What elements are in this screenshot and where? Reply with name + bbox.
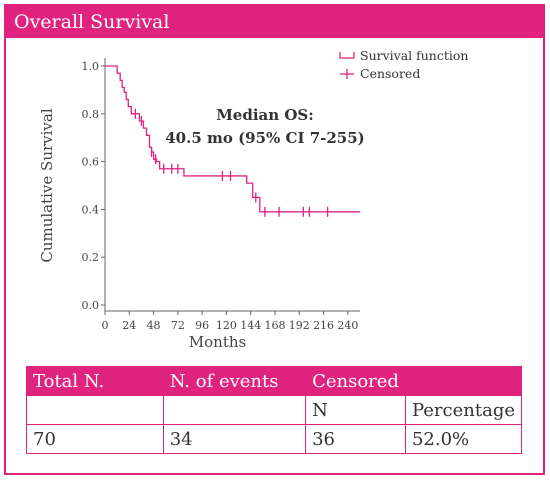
subheader-events xyxy=(162,395,307,425)
y-tick-label: 1.0 xyxy=(82,60,100,73)
y-tick-label: 0.2 xyxy=(82,251,100,264)
legend-survival-label: Survival function xyxy=(360,48,468,63)
x-tick-label: 168 xyxy=(265,319,286,332)
median-os-label: Median OS: xyxy=(216,106,314,124)
x-tick-label: 0 xyxy=(102,319,109,332)
y-tick-label: 0.0 xyxy=(82,299,100,312)
x-tick-label: 240 xyxy=(337,319,358,332)
table-subheader-row: N Percentage xyxy=(26,395,523,425)
summary-table: Total N. N. of events Censored N Percent… xyxy=(26,366,523,454)
x-tick-label: 216 xyxy=(313,319,334,332)
table-header-row: Total N. N. of events Censored xyxy=(26,366,523,396)
header-total: Total N. xyxy=(26,366,164,396)
x-tick-label: 144 xyxy=(240,319,261,332)
x-tick-label: 24 xyxy=(122,319,136,332)
y-tick-label: 0.6 xyxy=(82,156,100,169)
subheader-total xyxy=(26,395,164,425)
y-tick-label: 0.8 xyxy=(82,108,100,121)
y-axis-label: Cumulative Survival xyxy=(38,108,56,263)
table-row: 70 34 36 52.0% xyxy=(26,424,523,454)
cell-percentage: 52.0% xyxy=(404,424,523,454)
cell-censored-n: 36 xyxy=(305,424,406,454)
survival-function-line xyxy=(105,65,360,213)
y-tick-label: 0.4 xyxy=(82,203,100,216)
panel-title: Overall Survival xyxy=(6,6,543,38)
legend-survival-swatch xyxy=(339,52,355,59)
cell-events: 34 xyxy=(162,424,307,454)
x-tick-label: 96 xyxy=(195,319,209,332)
subheader-percentage: Percentage xyxy=(404,395,523,425)
header-censored: Censored xyxy=(305,366,406,396)
median-os-value: 40.5 mo (95% CI 7-255) xyxy=(165,129,365,147)
x-tick-label: 192 xyxy=(289,319,310,332)
x-tick-label: 48 xyxy=(147,319,161,332)
x-tick-label: 120 xyxy=(216,319,237,332)
x-tick-label: 72 xyxy=(171,319,185,332)
subheader-n: N xyxy=(305,395,406,425)
header-empty xyxy=(404,366,523,396)
cell-total: 70 xyxy=(26,424,164,454)
legend-censored-label: Censored xyxy=(360,66,420,81)
header-events: N. of events xyxy=(162,366,307,396)
x-axis-label: Months xyxy=(189,333,246,351)
